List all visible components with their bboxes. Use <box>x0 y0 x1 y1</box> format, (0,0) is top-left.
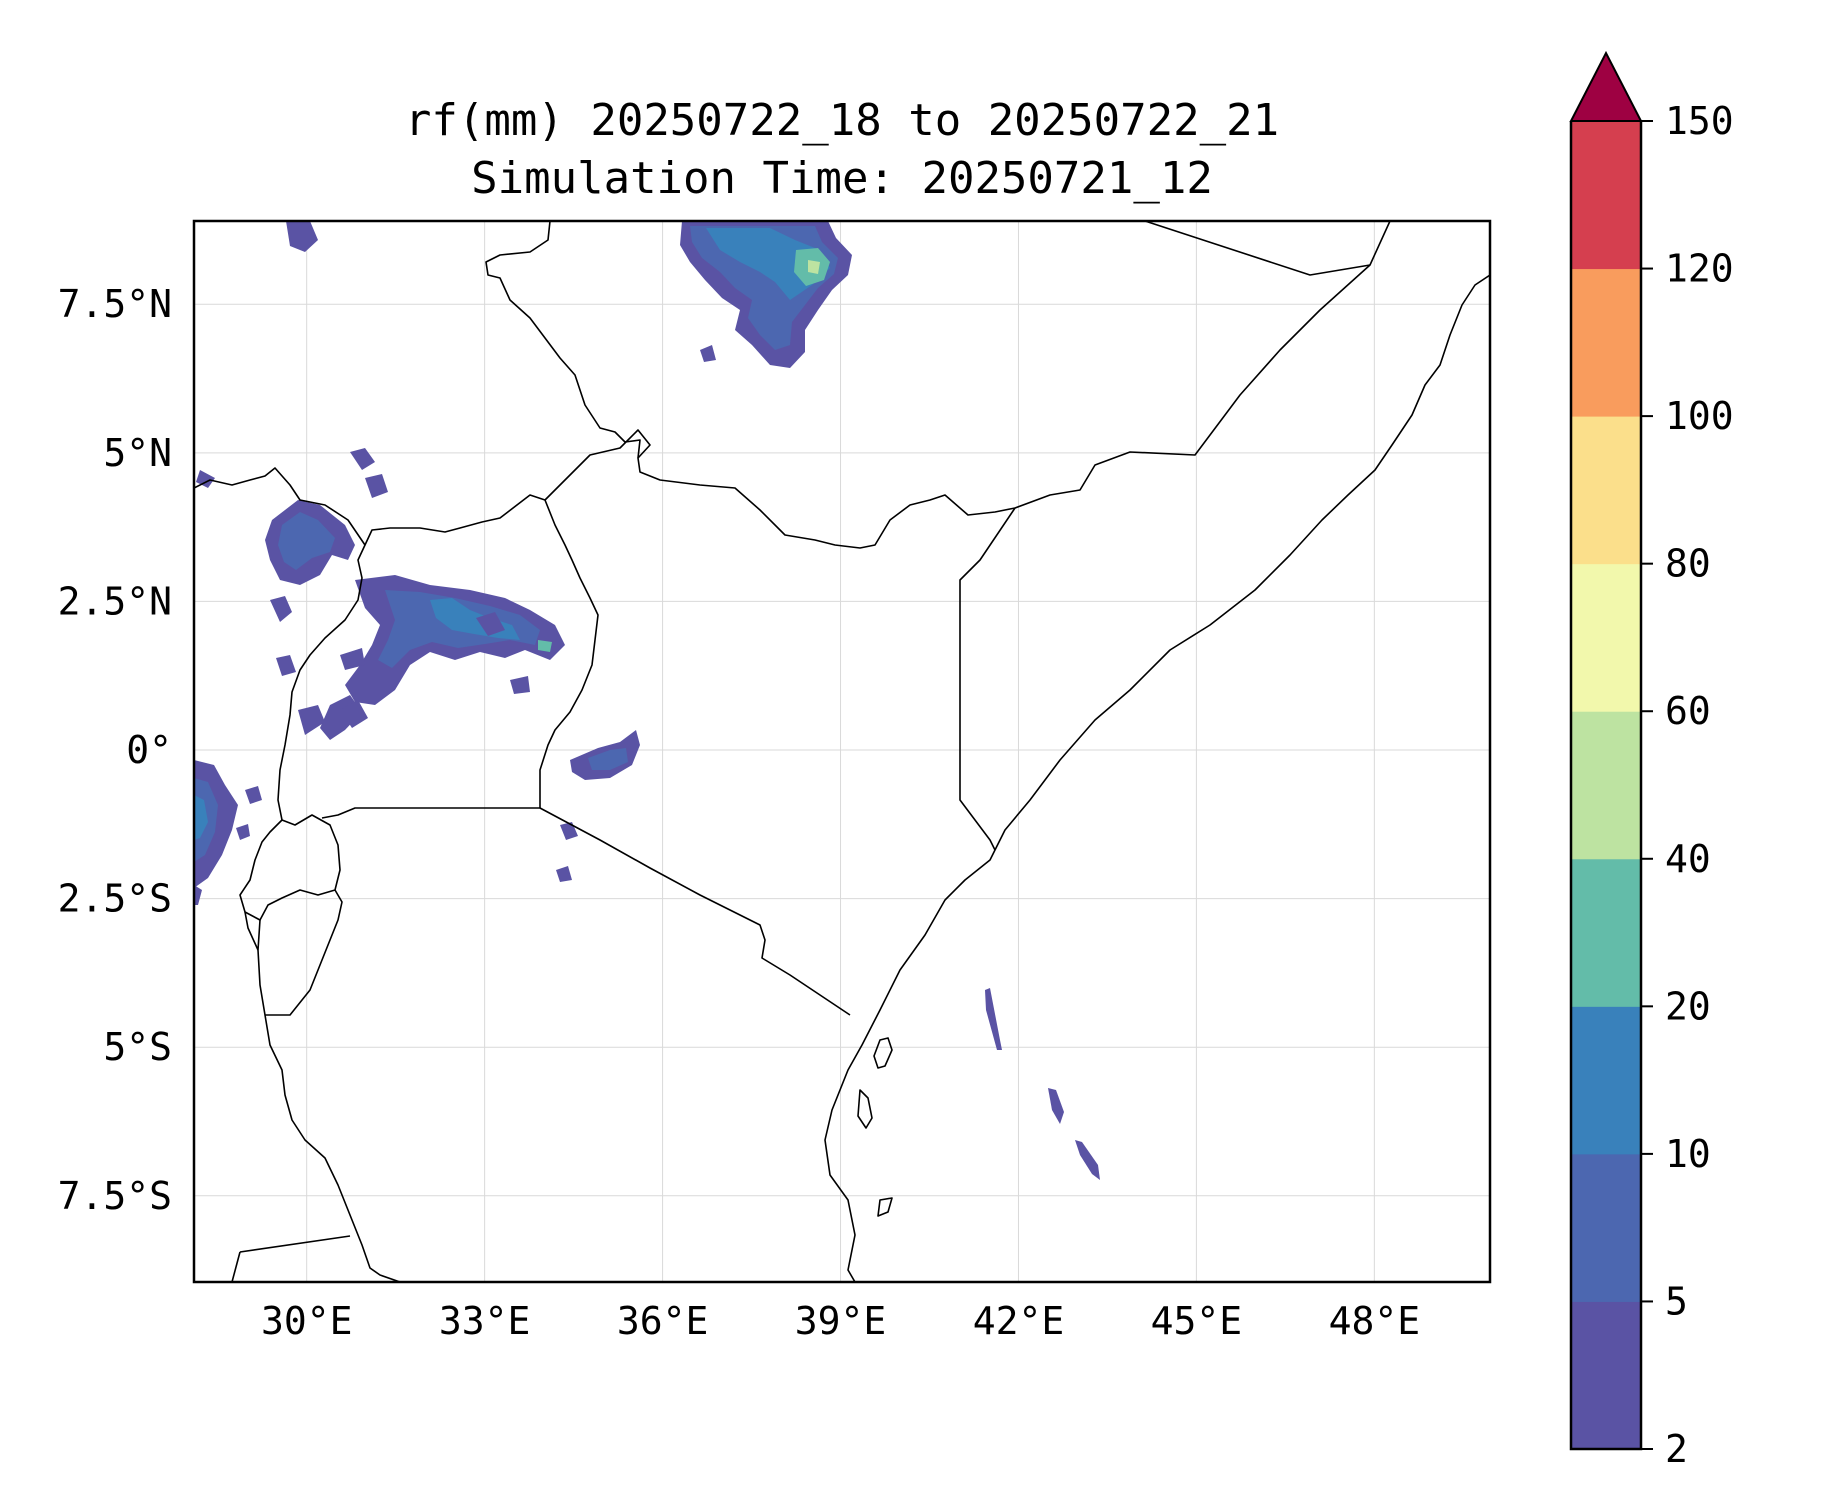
lon-tick-label: 33°E <box>439 1299 531 1343</box>
map-title-line2: Simulation Time: 20250721_12 <box>471 153 1213 204</box>
colorbar-segment <box>1571 121 1641 270</box>
map-title-line1: rf(mm) 20250722_18 to 20250722_21 <box>405 95 1279 146</box>
border-kenya-tanzania <box>539 807 851 1016</box>
colorbar-tick-label: 100 <box>1665 394 1734 438</box>
pemba-island <box>857 1089 873 1129</box>
lon-tick-label: 48°E <box>1329 1299 1421 1343</box>
border-rwanda-burundi <box>239 814 341 921</box>
longitude-ticks: 30°E 33°E 36°E 39°E 42°E 45°E 48°E <box>261 1299 1420 1343</box>
map-panel: 30°E 33°E 36°E 39°E 42°E 45°E 48°E 7.5°N 5°N 2.5… <box>58 219 1492 1343</box>
border-ethiopia-kenya <box>544 429 1016 549</box>
lake-victoria-south-shore <box>321 807 540 819</box>
colorbar-tick-label: 40 <box>1665 837 1711 881</box>
colorbar-segment <box>1571 1153 1641 1302</box>
rain-cluster-ethiopia <box>286 221 852 368</box>
rainfall-fill <box>194 221 1100 1180</box>
border-south-sudan-ethiopia <box>485 221 641 459</box>
border-zambia-tanzania <box>239 1235 351 1253</box>
lat-tick-label: 7.5°N <box>58 282 172 326</box>
border-burundi-tanzania <box>272 889 343 1016</box>
colorbar-segment <box>1571 1006 1641 1155</box>
border-uganda-drc <box>277 544 366 821</box>
colorbar-outline <box>1569 121 1643 1451</box>
country-borders <box>194 221 1490 1282</box>
colorbar-tick-label: 2 <box>1665 1427 1688 1471</box>
zanzibar <box>873 1037 893 1069</box>
colorbar-segment <box>1571 268 1641 417</box>
border-ethiopia-somalia <box>1014 221 1391 509</box>
colorbar-tick-label: 120 <box>1665 247 1734 291</box>
mafia-island <box>877 1197 893 1217</box>
colorbar-tick-label: 150 <box>1665 99 1734 143</box>
lat-tick-label: 5°S <box>103 1025 172 1069</box>
border-south-sudan-uganda-drc <box>194 467 546 546</box>
latitude-ticks: 7.5°N 5°N 2.5°N 0° 2.5°S 5°S 7.5°S <box>58 282 172 1218</box>
colorbar-segment <box>1571 858 1641 1007</box>
rain-cluster-drc-north <box>196 448 388 676</box>
lat-tick-label: 2.5°S <box>58 877 172 921</box>
rain-cluster-drc-south <box>194 760 262 905</box>
rain-cluster-uganda <box>298 575 565 740</box>
lat-tick-label: 7.5°S <box>58 1174 172 1218</box>
lat-tick-label: 2.5°N <box>58 579 172 623</box>
coastline-horn-of-africa <box>824 274 1490 1282</box>
lon-tick-label: 45°E <box>1151 1299 1243 1343</box>
gridlines <box>194 221 1490 1282</box>
map-frame <box>192 219 1492 1284</box>
colorbar-tick-label: 60 <box>1665 689 1711 733</box>
colorbar-extend-arrow <box>1569 50 1643 122</box>
colorbar-tick-label: 20 <box>1665 984 1711 1028</box>
lake-kivu-tanganyika-west <box>244 911 259 951</box>
lon-tick-label: 30°E <box>261 1299 353 1343</box>
lon-tick-label: 36°E <box>617 1299 709 1343</box>
rain-cluster-ocean <box>985 988 1100 1180</box>
colorbar-segment <box>1571 416 1641 565</box>
colorbar-tick-label: 5 <box>1665 1279 1688 1323</box>
colorbar: 2 5 10 20 40 60 80 100 120 150 <box>1569 50 1734 1471</box>
lake-tanganyika <box>257 919 401 1282</box>
colorbar-tick-label: 10 <box>1665 1132 1711 1176</box>
colorbar-segment <box>1571 711 1641 860</box>
border-zambia-south <box>231 1251 241 1282</box>
colorbar-segment <box>1571 563 1641 712</box>
lon-tick-label: 42°E <box>973 1299 1065 1343</box>
map-background <box>194 221 1490 1282</box>
lon-tick-label: 39°E <box>795 1299 887 1343</box>
colorbar-segment <box>1571 1301 1641 1450</box>
colorbar-tick-label: 80 <box>1665 542 1711 586</box>
border-djibouti <box>1144 221 1371 276</box>
lat-tick-label: 0° <box>126 728 172 772</box>
lat-tick-label: 5°N <box>103 431 172 475</box>
border-uganda-kenya <box>539 499 599 808</box>
border-kenya-somalia <box>959 507 1016 851</box>
rain-cluster-kenya <box>556 730 640 882</box>
